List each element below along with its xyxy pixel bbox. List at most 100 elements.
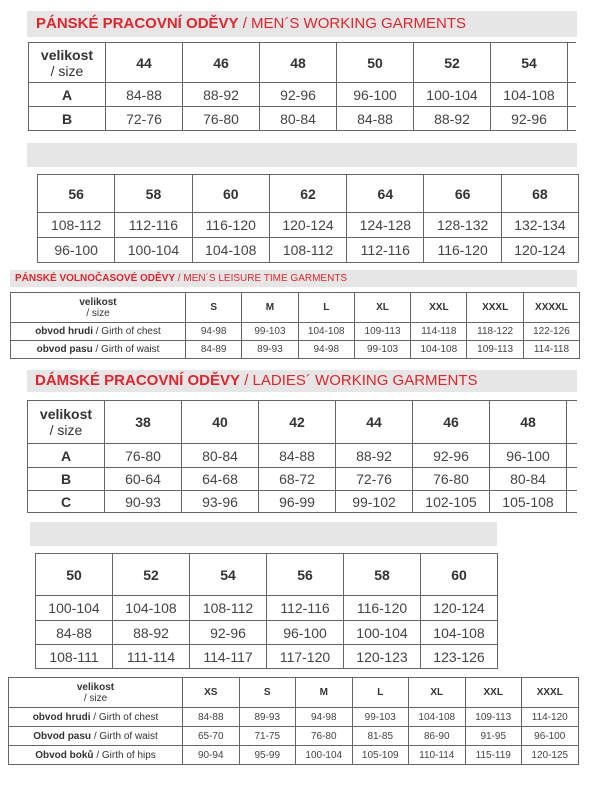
size-header: 46 [412, 400, 490, 444]
header-row: velikost / size 44 46 48 50 52 54 [28, 42, 576, 83]
header-row: 56 58 60 62 64 66 68 [36, 174, 580, 213]
table-row: B 72-76 76-80 80-84 84-88 88-92 92-96 [28, 106, 576, 131]
size-header: 50 [336, 42, 414, 83]
measurement-cell: 64-68 [181, 467, 259, 491]
measurement-cell: 100-104 [343, 620, 421, 645]
size-header: 44 [335, 400, 413, 444]
table-row: A 84-88 88-92 92-96 96-100 100-104 104-108 [28, 82, 576, 107]
measurement-cell: 104-108 [420, 620, 498, 645]
size-header: 58 [114, 174, 193, 213]
row-label-cell: B [27, 467, 105, 491]
size-header: S [238, 677, 296, 708]
measurement-cell: 104-108 [191, 237, 270, 263]
measurement-cell: 96-100 [521, 726, 579, 746]
size-header: 54 [490, 42, 568, 83]
size-header: 48 [259, 42, 337, 83]
section-title-bar: DÁMSKÉ PRACOVNÍ ODĚVY / LADIES´ WORKING … [27, 370, 577, 392]
size-header: 52 [413, 42, 491, 83]
size-label-cell: velikost / size [10, 292, 186, 323]
size-header: 52 [112, 553, 190, 596]
size-header: 46 [182, 42, 260, 83]
measurement-cell: 84-88 [336, 106, 414, 131]
measurement-cell: 76-80 [182, 106, 260, 131]
measurement-cell: 88-92 [112, 620, 190, 645]
truncated-cell [566, 443, 577, 468]
measurement-cell: 116-120 [423, 237, 502, 263]
measurement-cell: 115-119 [464, 745, 522, 765]
row-label-cell: A [28, 82, 106, 107]
measurement-cell: 117-120 [266, 644, 344, 669]
section-title-bar [27, 143, 577, 167]
size-header: 64 [346, 174, 425, 213]
measurement-cell: 99-103 [351, 707, 409, 727]
size-header: XXXXL [522, 292, 581, 323]
measurement-cell: 84-89 [184, 340, 243, 359]
measurement-cell: 108-112 [268, 237, 348, 263]
measurement-cell: 99-102 [335, 490, 413, 513]
table-row: C 90-93 93-96 96-99 99-102 102-105 105-108 [27, 490, 577, 513]
measurement-cell: 92-96 [259, 82, 337, 107]
row-label-cell: B [28, 106, 106, 131]
section-title-bold: PÁNSKÉ PRACOVNÍ ODĚVY [36, 15, 239, 32]
measurement-cell: 100-104 [295, 745, 353, 765]
row-label-bold: obvod hrudi [35, 326, 96, 337]
measurement-cell: 76-80 [295, 726, 353, 746]
measurement-cell: 104-108 [297, 322, 355, 341]
row-label-cell: Obvod boků / Girth of hips [8, 745, 183, 765]
section-title-bar: PÁNSKÉ PRACOVNÍ ODĚVY / MEN´S WORKING GA… [27, 11, 577, 37]
measurement-cell: 100-104 [413, 82, 491, 107]
measurement-cell: 122-126 [522, 322, 581, 341]
size-header: 60 [420, 553, 498, 596]
table-row: 84-88 88-92 92-96 96-100 100-104 104-108 [35, 620, 498, 645]
measurement-cell: 123-126 [420, 644, 498, 669]
measurement-cell: 92-96 [189, 620, 267, 645]
size-header: 42 [258, 400, 336, 444]
measurement-cell: 104-108 [490, 82, 568, 107]
measurement-cell: 104-108 [410, 340, 468, 359]
size-label-cell: velikost / size [8, 677, 183, 708]
measurement-cell: 71-75 [238, 726, 296, 746]
size-header: XXL [464, 677, 522, 708]
row-label-cell: obvod hrudi / Girth of chest [10, 322, 186, 341]
measurement-cell: 124-128 [346, 212, 425, 238]
section-title-bar: PÁNSKÉ VOLNOČASOVÉ ODĚVY / MEN´S LEISURE… [10, 270, 577, 287]
measurement-cell: 84-88 [35, 620, 113, 645]
measurement-cell: 114-117 [189, 644, 267, 669]
measurement-cell: 92-96 [490, 106, 568, 131]
measurement-cell: 89-93 [238, 707, 296, 727]
measurement-cell: 114-118 [522, 340, 581, 359]
header-row: velikost / size S M L XL XXL XXXL XXXXL [10, 292, 581, 323]
measurement-cell: 96-100 [36, 237, 116, 263]
table-row: obvod hrudi / Girth of chest 94-98 99-103 1… [10, 322, 581, 341]
row-label-bold: Obvod boků [35, 749, 94, 761]
measurement-cell: 94-98 [297, 340, 355, 359]
size-header: 50 [35, 553, 113, 596]
measurement-cell: 120-124 [268, 212, 348, 238]
size-label-english: / size [49, 422, 83, 438]
measurement-cell: 108-112 [36, 212, 116, 238]
measurement-cell: 95-99 [238, 745, 296, 765]
measurement-cell: 93-96 [181, 490, 259, 513]
header-row: velikost / size XS S M L XL XXL XXXL [8, 677, 579, 708]
measurement-cell: 109-113 [353, 322, 412, 341]
size-header: L [351, 677, 409, 708]
row-label-english: / Girth of chest [95, 326, 161, 337]
size-header: 56 [36, 174, 116, 213]
size-table: velikost / size 38 40 42 44 46 48 A 76-80 80-84 84-… [27, 400, 577, 513]
measurement-cell: 65-70 [182, 726, 240, 746]
measurement-cell: 100-104 [35, 595, 113, 621]
measurement-cell: 120-123 [343, 644, 421, 669]
measurement-cell: 116-120 [191, 212, 270, 238]
size-label-english: / size [50, 62, 84, 79]
section-title-bold: DÁMSKÉ PRACOVNÍ ODĚVY [35, 372, 241, 389]
size-header: 40 [181, 400, 259, 444]
size-header: XXL [410, 292, 468, 323]
size-header: 48 [489, 400, 567, 444]
measurement-cell: 120-124 [420, 595, 498, 621]
header-row: velikost / size 38 40 42 44 46 48 [27, 400, 577, 444]
measurement-cell: 128-132 [423, 212, 502, 238]
size-header: 62 [268, 174, 348, 213]
measurement-cell: 112-116 [114, 212, 193, 238]
truncated-cell [566, 467, 577, 491]
measurement-cell: 109-113 [464, 707, 522, 727]
